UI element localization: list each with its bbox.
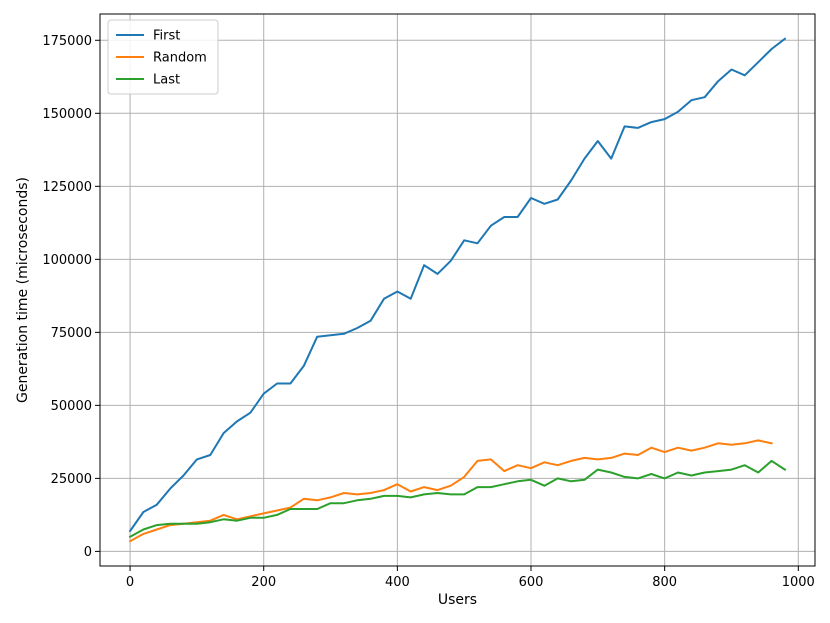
x-axis-label: Users xyxy=(438,592,477,608)
x-tick-label: 400 xyxy=(385,575,410,590)
x-tick-label: 0 xyxy=(126,575,134,590)
grid-lines xyxy=(100,14,815,566)
x-tick-label: 1000 xyxy=(782,575,815,590)
y-axis-label: Generation time (microseconds) xyxy=(15,177,31,403)
y-tick-label: 0 xyxy=(84,545,92,560)
x-axis-ticks: 0 200 400 600 800 1000 xyxy=(126,566,815,590)
y-tick-label: 150000 xyxy=(42,107,92,122)
legend-label-random: Random xyxy=(153,51,207,66)
x-tick-label: 800 xyxy=(652,575,677,590)
legend-box xyxy=(107,19,219,95)
y-tick-label: 25000 xyxy=(51,472,92,487)
plot-frame xyxy=(99,13,816,567)
y-tick-label: 50000 xyxy=(51,399,92,414)
y-axis-ticks: 0 25000 50000 75000 100000 125000 150000 175000 xyxy=(42,34,100,560)
series-line-random xyxy=(128,439,773,543)
legend-label-first: First xyxy=(153,29,180,44)
y-tick-label: 125000 xyxy=(42,180,92,195)
legend-label-last: Last xyxy=(153,73,180,88)
legend: First Random Last xyxy=(107,19,219,95)
y-tick-label: 100000 xyxy=(42,253,92,268)
x-tick-label: 600 xyxy=(519,575,544,590)
series-line-first xyxy=(128,37,787,533)
y-tick-label: 75000 xyxy=(51,326,92,341)
x-tick-label: 200 xyxy=(251,575,276,590)
series-line-last xyxy=(128,459,787,539)
y-tick-label: 175000 xyxy=(42,34,92,49)
series-lines xyxy=(128,37,787,543)
